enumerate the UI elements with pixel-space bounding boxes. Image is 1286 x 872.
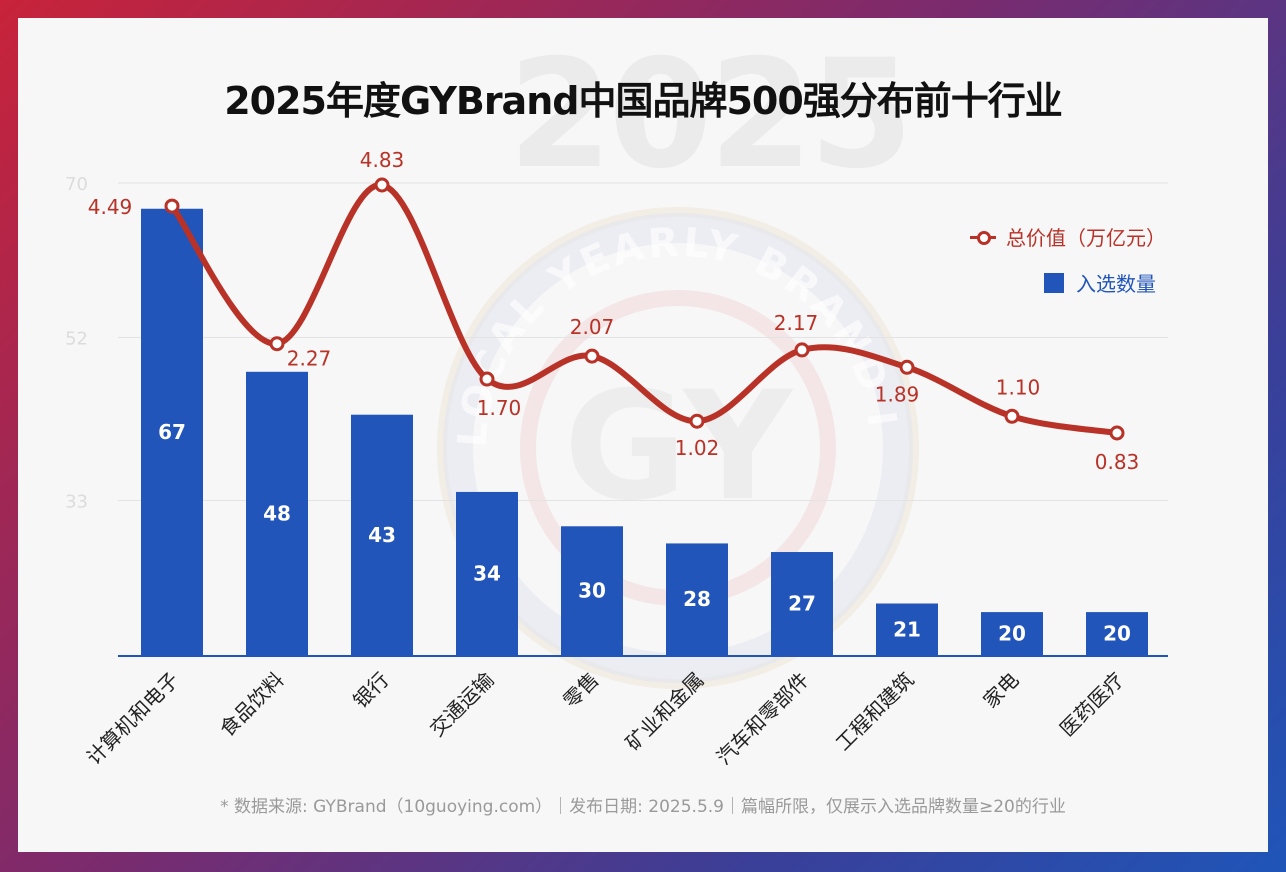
line-value-label: 2.07 [570,315,615,339]
chart-plot: 33 52 70 67 48 43 34 30 28 27 21 20 20 4.49 2.27 4.83… [65,148,1168,770]
line-value-label: 2.17 [774,311,819,335]
line-value-label: 1.02 [675,436,720,460]
line-point [374,177,390,193]
x-tick-label: 交通运输 [425,668,499,742]
x-tick-label: 工程和建筑 [831,668,919,756]
line-point [689,413,705,429]
line-point [479,371,495,387]
x-tick-label: 家电 [978,668,1023,713]
x-tick-label: 汽车和零部件 [712,668,814,770]
line-value-label: 2.27 [287,347,332,371]
line-value-label: 1.89 [875,382,920,406]
bar-value-label: 48 [263,501,291,525]
legend-item-selected-count: 入选数量 [1044,268,1156,297]
chart-title: 2025年度GYBrand中国品牌500强分布前十行业 [224,79,1063,123]
x-tick-label: 矿业和金属 [621,668,709,756]
x-tick-label: 银行 [348,668,393,713]
x-tick-label: 计算机和电子 [82,668,184,770]
chart-card: 2025 LOCAL YEARLY BRAND INSTITUTE GY 202… [18,18,1268,852]
x-tick-label: 食品饮料 [215,668,289,742]
line-point [269,336,285,352]
legend-bar-square-icon [1044,272,1064,293]
watermark-seal: LOCAL YEARLY BRAND INSTITUTE GY [18,18,919,689]
bar-value-label: 30 [578,579,606,603]
bar [141,208,203,655]
line-value-label: 1.70 [477,396,522,420]
line-point [1109,425,1125,441]
line-point [164,198,180,214]
x-tick-label: 零售 [558,668,603,713]
legend-item-total-value: 总价值（万亿元） [970,222,1166,251]
y-tick-label: 70 [65,174,88,195]
bar [561,526,623,655]
x-tick-label: 医药医疗 [1055,668,1129,742]
bar [876,603,938,655]
line-value-label: 0.83 [1095,450,1140,474]
bar-value-label: 28 [683,587,711,611]
bar-value-label: 43 [368,523,396,547]
bar-value-label: 20 [998,622,1026,646]
legend-label-selected-count: 入选数量 [1076,272,1156,296]
legend-label-total-value: 总价值（万亿元） [1006,226,1166,250]
line-point [1004,408,1020,424]
bar-value-label: 27 [788,592,816,616]
line-point [794,342,810,358]
bar [771,552,833,655]
line-value-label: 4.83 [360,148,405,172]
bar [981,612,1043,655]
bar-value-label: 20 [1103,622,1131,646]
bar [351,414,413,655]
bar [246,371,308,655]
line-value-label: 1.10 [996,375,1041,399]
line-point [584,348,600,364]
bar [456,491,518,655]
y-tick-label: 33 [65,492,88,513]
watermark-seal-mark: GY [564,360,795,534]
watermark-year: 2025 [508,28,913,202]
bar-value-label: 67 [158,420,186,444]
source-footnote: * 数据来源: GYBrand（10guoying.com）｜发布日期: 202… [220,797,1066,817]
line-value-label: 4.49 [88,195,133,219]
line-point [899,359,915,375]
bar-value-label: 21 [893,617,921,641]
y-tick-label: 52 [65,328,88,349]
bar [1086,612,1148,655]
bar-value-label: 34 [473,561,501,585]
bar [666,543,728,655]
legend-line-marker-icon [970,229,996,245]
